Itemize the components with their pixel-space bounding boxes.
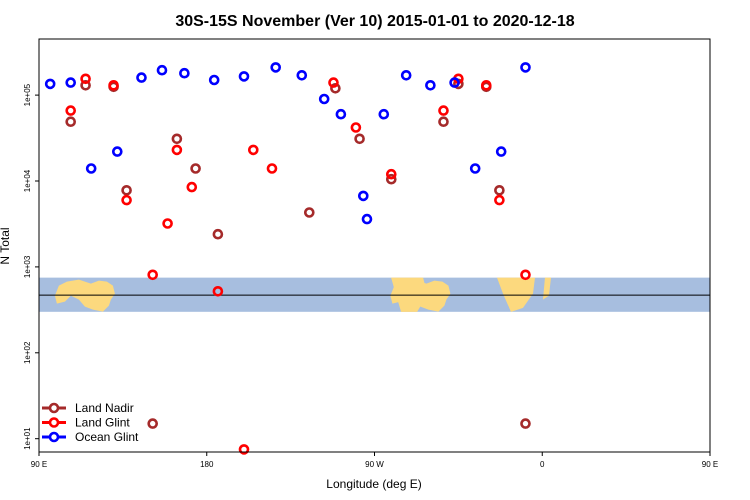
y-tick-label: 1e+05 <box>23 83 32 106</box>
x-tick-label: 90 E <box>702 460 718 469</box>
legend-label-ocean-glint: Ocean Glint <box>75 430 139 444</box>
land-glint-point <box>385 168 397 180</box>
ocean-glint-point <box>208 74 220 86</box>
legend-marker-ocean-glint <box>48 431 60 443</box>
ocean-glint-point <box>520 62 531 73</box>
legend-label-land-nadir: Land Nadir <box>75 401 134 415</box>
legend-marker-land-nadir <box>48 402 60 414</box>
x-tick-label: 90 E <box>31 460 47 469</box>
land-glint-point <box>238 444 250 455</box>
axes: 90 E 180 90 W 0 90 E 1e+01 1e+02 1e+03 1e+04 1e+0… <box>23 83 718 469</box>
ocean-glint-point <box>400 70 412 81</box>
land-glint-point <box>266 163 278 174</box>
australia-landmass <box>54 279 115 312</box>
ocean-glint-point <box>296 70 308 81</box>
ocean-glint-point <box>44 78 56 90</box>
ocean-glint-point <box>179 67 190 79</box>
land-nadir-point <box>520 418 531 429</box>
land-nadir-point <box>354 133 365 145</box>
land-glint-point <box>121 194 132 206</box>
ocean-glint-point <box>112 146 123 157</box>
land-glint-point <box>328 77 339 88</box>
ocean-glint-point <box>335 108 347 120</box>
land-nadir-point <box>212 228 224 240</box>
x-axis-label: Longitude (deg E) <box>326 477 421 491</box>
land-glint-point <box>248 144 259 156</box>
y-axis-label: N Total <box>0 227 12 264</box>
land-glint-point <box>438 105 449 116</box>
land-nadir-point <box>147 418 158 429</box>
y-tick-label: 1e+01 <box>23 427 32 450</box>
plot-frame <box>38 38 711 453</box>
ocean-glint-point <box>136 72 147 83</box>
x-tick-label: 0 <box>540 460 545 469</box>
ocean-glint-point <box>449 77 460 88</box>
ocean-glint-point <box>361 213 373 225</box>
ocean-glint-point <box>85 163 97 174</box>
land-glint-point <box>350 122 362 133</box>
land-nadir-point <box>330 83 341 94</box>
land-nadir-point <box>385 173 397 185</box>
chart-title: 30S-15S November (Ver 10) 2015-01-01 to … <box>175 13 574 30</box>
land-glint-point <box>65 105 76 116</box>
land-glint-point <box>212 285 224 297</box>
land-glint-point <box>147 269 158 281</box>
legend-marker-land-glint <box>48 417 60 428</box>
x-tick-label: 180 <box>200 460 214 469</box>
land-nadir-point <box>171 133 183 145</box>
ocean-glint-point <box>65 77 76 88</box>
ocean-glint-point <box>238 71 250 82</box>
land-glint-point <box>108 80 119 91</box>
y-tick-label: 1e+02 <box>23 341 32 364</box>
ocean-glint-point <box>156 64 168 76</box>
land-glint-point <box>80 73 91 85</box>
land-nadir-point <box>438 116 449 127</box>
x-tick-label: 90 W <box>365 460 384 469</box>
y-tick-label: 1e+04 <box>23 169 32 192</box>
ocean-glint-point <box>425 80 436 91</box>
data-points <box>44 62 531 455</box>
ocean-glint-point <box>495 146 507 157</box>
land-nadir-point <box>65 116 76 127</box>
land-nadir-point <box>80 80 91 91</box>
madagascar-landmass <box>542 277 551 300</box>
ocean-glint-point <box>469 163 481 174</box>
land-glint-point <box>186 181 198 193</box>
legend-label-land-glint: Land Glint <box>75 416 130 430</box>
land-glint-point <box>520 269 531 281</box>
land-glint-point <box>480 80 492 91</box>
land-glint-point <box>171 144 183 156</box>
ocean-glint-point <box>270 62 282 73</box>
land-glint-point <box>162 218 173 229</box>
land-glint-point <box>494 194 505 206</box>
land-nadir-point <box>303 207 315 218</box>
ocean-glint-point <box>378 108 390 120</box>
ocean-glint-point <box>318 93 330 105</box>
land-nadir-point <box>494 185 505 196</box>
land-nadir-point <box>121 185 132 196</box>
y-tick-label: 1e+03 <box>23 255 32 278</box>
land-nadir-point <box>190 163 201 174</box>
ocean-glint-point <box>357 190 369 202</box>
